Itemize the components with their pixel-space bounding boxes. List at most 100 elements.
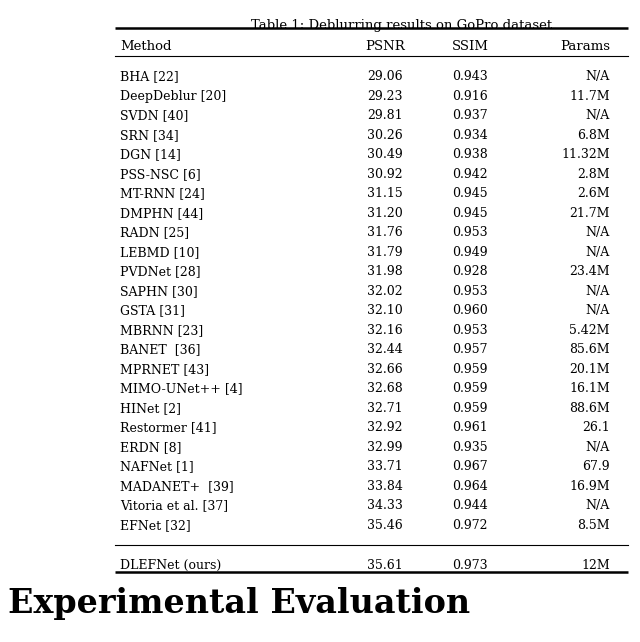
Text: 32.92: 32.92: [367, 421, 403, 434]
Text: 32.10: 32.10: [367, 304, 403, 317]
Text: 0.949: 0.949: [452, 246, 488, 259]
Text: MBRNN [23]: MBRNN [23]: [120, 324, 204, 337]
Text: MPRNET [43]: MPRNET [43]: [120, 363, 209, 376]
Text: 11.32M: 11.32M: [561, 148, 610, 161]
Text: MIMO-UNet++ [4]: MIMO-UNet++ [4]: [120, 382, 243, 395]
Text: GSTA [31]: GSTA [31]: [120, 304, 185, 317]
Text: 32.16: 32.16: [367, 324, 403, 337]
Text: 67.9: 67.9: [582, 460, 610, 473]
Text: EFNet [32]: EFNet [32]: [120, 519, 191, 532]
Text: N/A: N/A: [586, 499, 610, 512]
Text: 29.23: 29.23: [367, 90, 403, 103]
Text: Vitoria et al. [37]: Vitoria et al. [37]: [120, 499, 228, 512]
Text: 0.916: 0.916: [452, 90, 488, 103]
Text: 30.92: 30.92: [367, 168, 403, 181]
Text: 5.42M: 5.42M: [570, 324, 610, 337]
Text: 32.71: 32.71: [367, 402, 403, 415]
Text: 31.15: 31.15: [367, 187, 403, 200]
Text: 30.26: 30.26: [367, 129, 403, 142]
Text: 32.66: 32.66: [367, 363, 403, 376]
Text: Experimental Evaluation: Experimental Evaluation: [8, 587, 470, 620]
Text: 23.4M: 23.4M: [570, 265, 610, 278]
Text: 2.6M: 2.6M: [577, 187, 610, 200]
Text: 0.959: 0.959: [452, 363, 488, 376]
Text: 33.84: 33.84: [367, 480, 403, 493]
Text: 0.964: 0.964: [452, 480, 488, 493]
Text: 85.6M: 85.6M: [570, 343, 610, 356]
Text: 29.81: 29.81: [367, 109, 403, 122]
Text: N/A: N/A: [586, 109, 610, 122]
Text: 32.44: 32.44: [367, 343, 403, 356]
Text: 0.953: 0.953: [452, 226, 488, 239]
Text: DeepDeblur [20]: DeepDeblur [20]: [120, 90, 227, 103]
Text: Restormer [41]: Restormer [41]: [120, 421, 216, 434]
Text: MT-RNN [24]: MT-RNN [24]: [120, 187, 205, 200]
Text: 32.02: 32.02: [367, 285, 403, 298]
Text: 35.61: 35.61: [367, 559, 403, 572]
Text: Params: Params: [560, 40, 610, 53]
Text: PSS-NSC [6]: PSS-NSC [6]: [120, 168, 201, 181]
Text: 0.934: 0.934: [452, 129, 488, 142]
Text: N/A: N/A: [586, 441, 610, 454]
Text: 0.960: 0.960: [452, 304, 488, 317]
Text: N/A: N/A: [586, 226, 610, 239]
Text: 31.76: 31.76: [367, 226, 403, 239]
Text: 0.959: 0.959: [452, 402, 488, 415]
Text: 31.98: 31.98: [367, 265, 403, 278]
Text: 0.945: 0.945: [452, 207, 488, 220]
Text: 8.5M: 8.5M: [577, 519, 610, 532]
Text: 31.20: 31.20: [367, 207, 403, 220]
Text: BHA [22]: BHA [22]: [120, 70, 179, 83]
Text: 0.973: 0.973: [452, 559, 488, 572]
Text: NAFNet [1]: NAFNet [1]: [120, 460, 194, 473]
Text: 34.33: 34.33: [367, 499, 403, 512]
Text: 0.967: 0.967: [452, 460, 488, 473]
Text: DLEFNet (ours): DLEFNet (ours): [120, 559, 221, 572]
Text: 12M: 12M: [581, 559, 610, 572]
Text: SAPHN [30]: SAPHN [30]: [120, 285, 198, 298]
Text: RADN [25]: RADN [25]: [120, 226, 189, 239]
Text: N/A: N/A: [586, 70, 610, 83]
Text: 0.953: 0.953: [452, 285, 488, 298]
Text: HINet [2]: HINet [2]: [120, 402, 181, 415]
Text: 0.957: 0.957: [452, 343, 488, 356]
Text: 0.945: 0.945: [452, 187, 488, 200]
Text: SRN [34]: SRN [34]: [120, 129, 179, 142]
Text: 16.9M: 16.9M: [570, 480, 610, 493]
Text: 0.959: 0.959: [452, 382, 488, 395]
Text: 20.1M: 20.1M: [570, 363, 610, 376]
Text: 0.972: 0.972: [452, 519, 488, 532]
Text: 26.1: 26.1: [582, 421, 610, 434]
Text: 32.68: 32.68: [367, 382, 403, 395]
Text: ERDN [8]: ERDN [8]: [120, 441, 182, 454]
Text: SSIM: SSIM: [451, 40, 488, 53]
Text: 21.7M: 21.7M: [570, 207, 610, 220]
Text: 0.943: 0.943: [452, 70, 488, 83]
Text: 6.8M: 6.8M: [577, 129, 610, 142]
Text: Method: Method: [120, 40, 172, 53]
Text: 29.06: 29.06: [367, 70, 403, 83]
Text: LEBMD [10]: LEBMD [10]: [120, 246, 200, 259]
Text: 33.71: 33.71: [367, 460, 403, 473]
Text: 11.7M: 11.7M: [570, 90, 610, 103]
Text: 0.928: 0.928: [452, 265, 488, 278]
Text: N/A: N/A: [586, 246, 610, 259]
Text: 0.937: 0.937: [452, 109, 488, 122]
Text: PVDNet [28]: PVDNet [28]: [120, 265, 200, 278]
Text: 0.944: 0.944: [452, 499, 488, 512]
Text: 16.1M: 16.1M: [569, 382, 610, 395]
Text: N/A: N/A: [586, 285, 610, 298]
Text: SVDN [40]: SVDN [40]: [120, 109, 188, 122]
Text: 88.6M: 88.6M: [569, 402, 610, 415]
Text: PSNR: PSNR: [365, 40, 405, 53]
Text: BANET  [36]: BANET [36]: [120, 343, 200, 356]
Text: 0.961: 0.961: [452, 421, 488, 434]
Text: 30.49: 30.49: [367, 148, 403, 161]
Text: 0.942: 0.942: [452, 168, 488, 181]
Text: 31.79: 31.79: [367, 246, 403, 259]
Text: 2.8M: 2.8M: [577, 168, 610, 181]
Text: 32.99: 32.99: [367, 441, 403, 454]
Text: 0.938: 0.938: [452, 148, 488, 161]
Text: 35.46: 35.46: [367, 519, 403, 532]
Text: Table 1: Deblurring results on GoPro dataset: Table 1: Deblurring results on GoPro dat…: [251, 19, 552, 32]
